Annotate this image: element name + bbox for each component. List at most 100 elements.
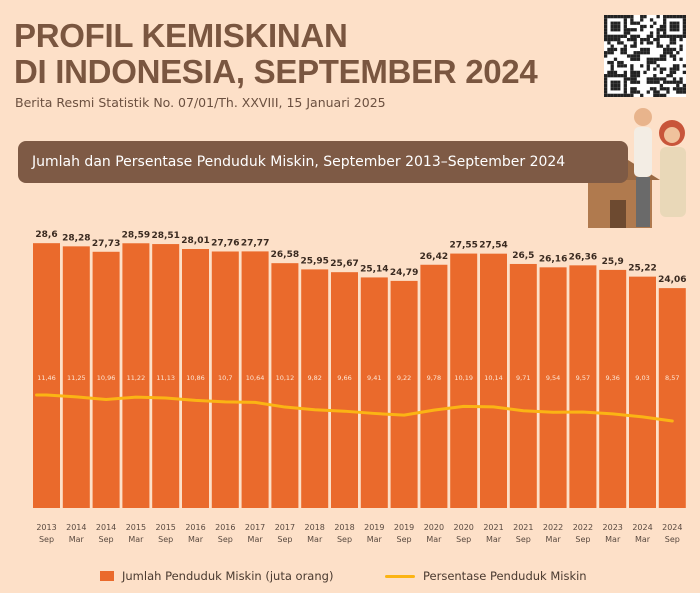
percent-value-label: 10,19 (454, 374, 473, 382)
bar-value-label: 25,14 (360, 264, 388, 274)
legend-line-label: Persentase Penduduk Miskin (423, 569, 587, 583)
bar-value-label: 25,67 (330, 259, 358, 269)
bar (182, 249, 209, 509)
x-tick-year: 2018 (334, 523, 354, 532)
legend-bar-label: Jumlah Penduduk Miskin (juta orang) (122, 569, 334, 583)
bar (390, 280, 418, 508)
percent-value-label: 10,86 (186, 374, 205, 382)
bar (569, 265, 597, 508)
x-tick-year: 2014 (66, 523, 86, 532)
x-tick-period: Sep (456, 535, 471, 544)
x-tick-year: 2022 (543, 523, 563, 532)
bar-value-label: 24,06 (658, 275, 686, 285)
bar-value-label: 26,5 (512, 251, 534, 261)
bar-value-label: 27,73 (92, 239, 120, 249)
percent-value-label: 9,41 (367, 374, 381, 382)
bar (539, 267, 567, 508)
x-tick-year: 2017 (275, 523, 295, 532)
qr-code[interactable] (604, 15, 686, 97)
bar (420, 264, 448, 508)
percent-value-label: 9,57 (576, 374, 590, 382)
percent-value-label: 9,66 (337, 374, 351, 382)
x-tick-period: Sep (397, 535, 412, 544)
bar (331, 272, 358, 508)
x-tick-year: 2015 (126, 523, 146, 532)
bar-value-label: 28,59 (122, 230, 150, 240)
bar-value-label: 24,79 (390, 268, 418, 278)
bar (241, 251, 269, 508)
x-tick-period: Mar (188, 535, 204, 544)
x-tick-period: Mar (69, 535, 85, 544)
x-tick-year: 2021 (513, 523, 533, 532)
bar-value-label: 28,01 (181, 236, 209, 246)
x-tick-year: 2014 (96, 523, 116, 532)
bar-value-label: 27,77 (241, 238, 269, 248)
percent-value-label: 9,71 (516, 374, 530, 382)
x-tick-period: Mar (605, 535, 621, 544)
x-tick-period: Sep (575, 535, 590, 544)
title-line-2: DI INDONESIA, SEPTEMBER 2024 (14, 53, 538, 90)
percent-value-label: 9,82 (307, 374, 321, 382)
x-tick-period: Sep (39, 535, 54, 544)
percent-value-label: 10,7 (218, 374, 232, 382)
bar-value-label: 28,51 (151, 231, 179, 241)
percent-value-label: 9,22 (397, 374, 411, 382)
bar-value-label: 26,42 (420, 252, 448, 262)
x-tick-period: Sep (218, 535, 233, 544)
bar (152, 244, 180, 509)
bar-value-label: 25,22 (628, 264, 656, 274)
percent-value-label: 11,22 (127, 374, 146, 382)
x-tick-year: 2024 (662, 523, 682, 532)
bar (599, 269, 627, 508)
x-tick-period: Sep (516, 535, 531, 544)
percent-value-label: 11,46 (37, 374, 56, 382)
x-tick-year: 2018 (305, 523, 325, 532)
legend-item-line: Persentase Penduduk Miskin (385, 569, 587, 583)
percent-value-label: 9,54 (546, 374, 560, 382)
x-tick-period: Mar (486, 535, 502, 544)
x-tick-period: Mar (307, 535, 323, 544)
x-tick-period: Mar (367, 535, 383, 544)
x-tick-year: 2023 (603, 523, 623, 532)
x-tick-period: Sep (99, 535, 114, 544)
x-tick-period: Mar (546, 535, 562, 544)
subtitle: Berita Resmi Statistik No. 07/01/Th. XXV… (15, 95, 386, 110)
bar (360, 277, 388, 508)
bar (301, 269, 329, 508)
percent-value-label: 9,36 (605, 374, 619, 382)
x-tick-year: 2020 (454, 523, 474, 532)
x-tick-period: Sep (158, 535, 173, 544)
x-tick-year: 2019 (394, 523, 414, 532)
bar (122, 243, 150, 509)
bar (480, 253, 507, 508)
bar-value-label: 26,58 (271, 250, 299, 260)
percent-value-label: 10,96 (97, 374, 116, 382)
percent-value-label: 10,64 (246, 374, 265, 382)
x-tick-year: 2017 (245, 523, 265, 532)
x-tick-period: Sep (665, 535, 680, 544)
bar-value-label: 27,76 (211, 238, 239, 248)
x-tick-period: Sep (337, 535, 352, 544)
bar-value-label: 27,54 (479, 241, 507, 251)
x-tick-year: 2016 (215, 523, 235, 532)
bar (33, 243, 60, 509)
percent-value-label: 8,57 (665, 374, 679, 382)
bar (271, 263, 299, 508)
legend-bar-swatch (100, 571, 114, 581)
percent-value-label: 10,14 (484, 374, 503, 382)
legend-line-swatch (385, 574, 415, 578)
bar (450, 253, 478, 508)
percent-line (35, 393, 674, 423)
percent-value-label: 11,13 (156, 374, 175, 382)
bar-value-label: 26,16 (539, 254, 567, 264)
bar-value-label: 28,28 (62, 233, 90, 243)
percent-value-label: 9,78 (427, 374, 441, 382)
bar-value-label: 27,55 (449, 241, 477, 251)
percent-value-label: 9,03 (635, 374, 649, 382)
x-tick-year: 2015 (156, 523, 176, 532)
legend-item-bar: Jumlah Penduduk Miskin (juta orang) (100, 569, 333, 583)
x-tick-year: 2022 (573, 523, 593, 532)
x-tick-year: 2013 (36, 523, 56, 532)
percent-value-label: 11,25 (67, 374, 86, 382)
